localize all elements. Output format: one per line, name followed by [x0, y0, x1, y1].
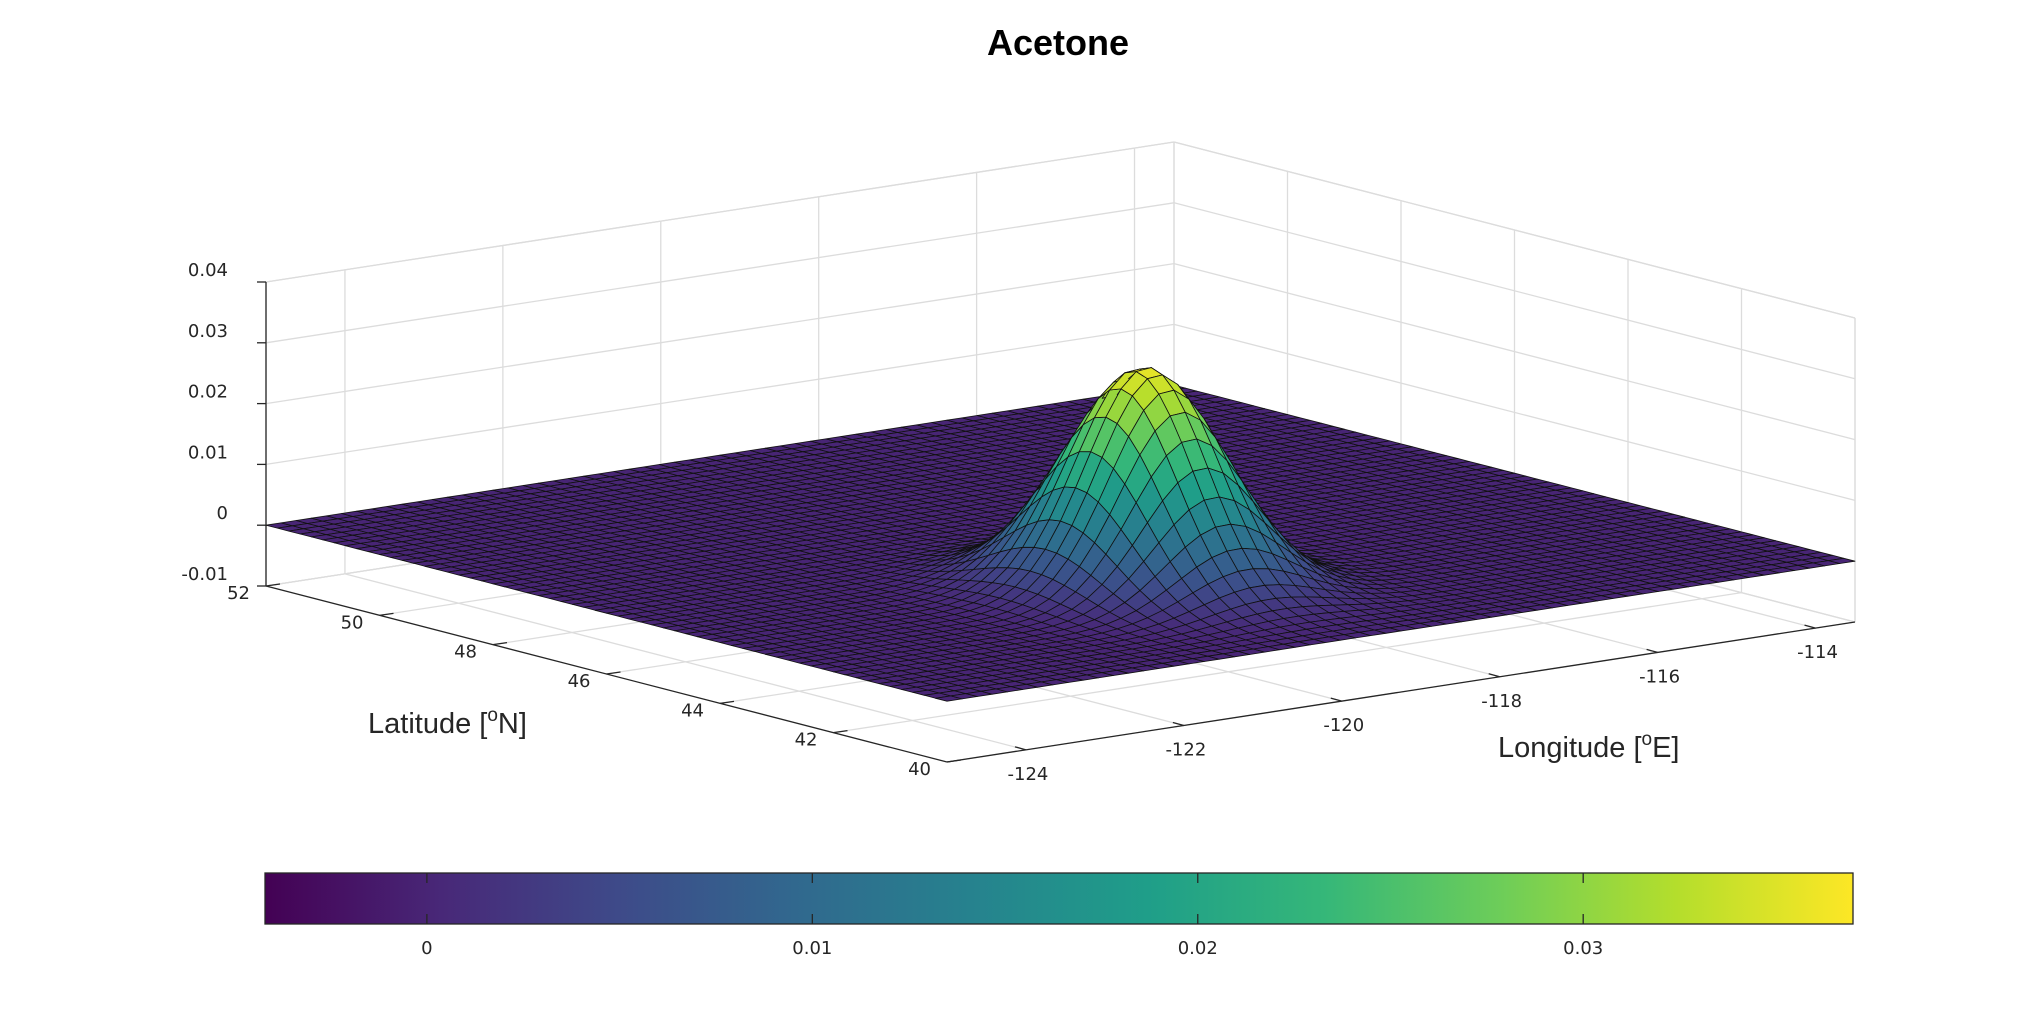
- x-tick: [1172, 721, 1185, 727]
- colorbar: 0 0.01 0.02 0.03: [264, 872, 1854, 959]
- chart-title: Acetone: [987, 22, 1129, 63]
- x-axis-line: [946, 621, 1856, 763]
- x-axis-label-prefix: Longitude [: [1498, 732, 1642, 764]
- z-tick-label: 0.04: [188, 260, 228, 281]
- back-wall-grid-line: [265, 262, 1175, 405]
- x-axis-label-suffix: E]: [1652, 732, 1679, 764]
- x-tick-label: -122: [1165, 739, 1206, 760]
- y-axis-label: Latitude [oN]: [368, 705, 527, 740]
- side-wall-grid-line: [1173, 202, 1856, 380]
- side-wall-grid-line: [1173, 323, 1856, 502]
- y-tick-label: 40: [908, 759, 931, 780]
- x-tick: [1330, 697, 1342, 702]
- y-tick: [379, 612, 394, 616]
- box-edge: [1173, 141, 1856, 319]
- x-tick-label: -124: [1008, 764, 1049, 785]
- x-tick: [1804, 624, 1816, 629]
- back-wall-grid-line: [265, 202, 1175, 344]
- floor-grid-line: [833, 592, 1742, 734]
- colorbar-tick-label: 0.01: [792, 938, 832, 959]
- y-tick-label: 42: [795, 730, 818, 751]
- y-tick-label: 48: [454, 642, 477, 663]
- y-tick: [492, 642, 508, 646]
- y-axis-label-prefix: Latitude [: [368, 708, 487, 740]
- z-tick-label: 0: [217, 503, 228, 524]
- y-tick-label: 52: [227, 583, 250, 604]
- x-tick-label: -120: [1323, 715, 1364, 736]
- z-tick-label: 0.01: [188, 442, 228, 463]
- x-tick: [1014, 746, 1027, 751]
- x-tick: [1488, 673, 1500, 678]
- x-tick-label: -118: [1481, 691, 1522, 712]
- colorbar-tick-label: 0.03: [1563, 938, 1603, 959]
- z-tick-label: 0.03: [188, 321, 228, 342]
- z-tick-label: -0.01: [181, 564, 228, 585]
- y-tick: [833, 730, 848, 734]
- y-tick: [719, 700, 735, 704]
- surface-face: [1828, 557, 1856, 564]
- y-tick: [606, 671, 621, 675]
- surface-plot: [265, 367, 1856, 702]
- y-tick: [265, 583, 281, 587]
- y-tick-label: 46: [568, 671, 591, 692]
- y-axis-label-degree: o: [487, 705, 498, 726]
- x-tick: [1646, 648, 1658, 654]
- x-tick-label: -116: [1639, 666, 1680, 687]
- axes-lines: [257, 281, 1856, 763]
- colorbar-tick-label: 0.02: [1178, 938, 1218, 959]
- z-tick-label: 0.02: [188, 382, 228, 403]
- colorbar-tick-label: 0: [421, 938, 432, 959]
- side-wall-grid-line: [1173, 262, 1856, 441]
- tick-labels: -124 -122 -120 -118 -116 -114 40 42 44 46 48 50 52-0…: [181, 260, 1838, 785]
- y-tick: [946, 759, 962, 763]
- x-tick-label: -114: [1797, 642, 1838, 663]
- y-axis-label-suffix: N]: [498, 708, 527, 740]
- y-tick-label: 44: [681, 700, 704, 721]
- x-axis-label-degree: o: [1642, 729, 1653, 750]
- x-axis-label: Longitude [oE]: [1498, 729, 1680, 764]
- colorbar-bar: [264, 872, 1854, 925]
- box-edge: [265, 141, 1175, 283]
- y-tick-label: 50: [341, 612, 364, 633]
- back-wall-grid-line: [265, 323, 1175, 466]
